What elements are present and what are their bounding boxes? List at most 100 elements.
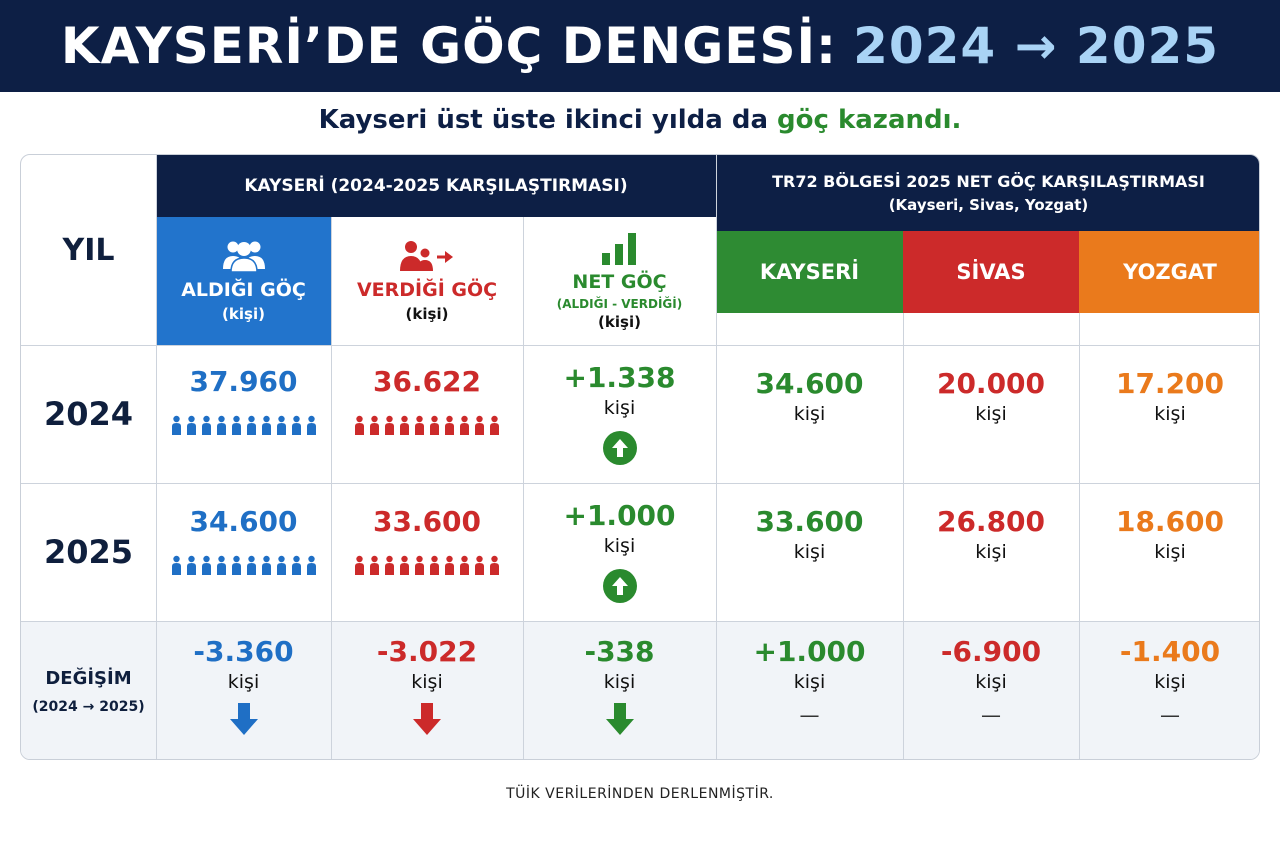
unit-yozgat-change: kişi (1154, 671, 1186, 693)
person-icon (355, 555, 364, 575)
cell-sivas-change: -6.900 kişi — (903, 635, 1079, 759)
region-group-header: TR72 BÖLGESİ 2025 NET GÖÇ KARŞILAŞTIRMAS… (716, 155, 1259, 231)
person-icon (246, 415, 256, 435)
value-sivas-change: -6.900 (940, 635, 1042, 668)
change-label-main: DEĞİŞİM (45, 667, 132, 689)
grid-line (523, 217, 524, 759)
person-icon (171, 555, 181, 575)
person-icon (186, 415, 196, 435)
grid-line (21, 483, 1259, 484)
person-icon (385, 555, 394, 575)
person-icon (306, 415, 316, 435)
title-main: KAYSERİ’DE GÖÇ DENGESİ: (60, 17, 838, 75)
change-row-label: DEĞİŞİM (2024 → 2025) (21, 621, 156, 759)
col-label-aldigi: ALDIĞI GÖÇ (181, 279, 306, 301)
cell-net-change: -338 kişi (523, 635, 716, 759)
change-label-sub: (2024 → 2025) (32, 698, 145, 715)
subtitle-highlight: göç kazandı. (777, 105, 962, 135)
unit-yozgat-2025: kişi (1154, 541, 1186, 563)
unit-kayseri-2024: kişi (793, 403, 826, 425)
person-icon (276, 415, 286, 435)
person-icon (475, 555, 484, 575)
value-sivas-2025: 26.800 (936, 505, 1046, 538)
down-arrow-icon (229, 703, 258, 735)
value-aldigi-change: -3.360 (193, 635, 294, 668)
person-icon (216, 415, 226, 435)
unit-sivas-change: kişi (975, 671, 1007, 693)
grid-line (331, 217, 332, 759)
people-row-blue (170, 415, 318, 435)
cell-aldigi-2025: 34.600 (156, 505, 331, 621)
change-row-background (21, 621, 1259, 759)
dash-yozgat: — (1160, 703, 1180, 727)
col-formula-net: (ALDIĞI - VERDİĞİ) (556, 297, 683, 311)
unit-net-change: kişi (603, 671, 636, 693)
col-header-net: NET GÖÇ (ALDIĞI - VERDİĞİ) (kişi) (523, 217, 716, 345)
person-icon (430, 415, 439, 435)
grid-line (716, 155, 717, 759)
value-verdigi-2024: 36.622 (372, 365, 482, 398)
region-header-yozgat: YOZGAT (1079, 231, 1259, 313)
unit-sivas-2024: kişi (975, 403, 1007, 425)
people-group-icon (222, 241, 265, 273)
title-highlight: 2024 → 2025 (853, 17, 1220, 75)
cell-kayseri-change: +1.000 kişi — (716, 635, 903, 759)
cell-verdigi-2025: 33.600 (331, 505, 523, 621)
person-icon (490, 555, 499, 575)
person-icon (460, 555, 469, 575)
grid-line (1079, 313, 1080, 759)
person-icon (261, 555, 271, 575)
person-icon (400, 415, 409, 435)
value-net-change: -338 (584, 635, 655, 668)
region-group-subtitle: (Kayseri, Sivas, Yozgat) (888, 196, 1089, 214)
page-title: KAYSERİ’DE GÖÇ DENGESİ: 2024 → 2025 (0, 0, 1280, 92)
col-label-net: NET GÖÇ (572, 271, 667, 293)
row-year-2024: 2024 (43, 395, 134, 433)
value-verdigi-2025: 33.600 (372, 505, 482, 538)
value-yozgat-2024: 17.200 (1115, 367, 1225, 400)
down-arrow-icon (605, 703, 634, 735)
person-icon (430, 555, 439, 575)
value-kayseri-2025: 33.600 (755, 505, 864, 538)
year-header: YIL (62, 232, 115, 268)
person-icon (261, 415, 271, 435)
grid-line (21, 621, 1259, 622)
source-footer: TÜİK VERİLERİNDEN DERLENMİŞTİR. (506, 786, 774, 802)
cell-yozgat-2025: 18.600 kişi (1079, 505, 1259, 621)
cell-verdigi-change: -3.022 kişi (331, 635, 523, 759)
cell-kayseri-2024: 34.600 kişi (716, 367, 903, 483)
cell-sivas-2024: 20.000 kişi (903, 367, 1079, 483)
people-row-red (353, 415, 501, 435)
person-icon (445, 555, 454, 575)
grid-line (903, 313, 904, 759)
cell-kayseri-2025: 33.600 kişi (716, 505, 903, 621)
down-arrow-icon (413, 703, 441, 735)
people-row-blue (170, 555, 318, 575)
cell-net-2024: +1.338 kişi (523, 361, 716, 483)
unit-sivas-2025: kişi (975, 541, 1007, 563)
unit-yozgat-2024: kişi (1154, 403, 1186, 425)
person-icon (415, 555, 424, 575)
person-icon (460, 415, 469, 435)
col-unit-aldigi: (kişi) (222, 305, 265, 323)
person-icon (291, 555, 301, 575)
value-net-2025: +1.000 (563, 499, 676, 532)
value-sivas-2024: 20.000 (936, 367, 1046, 400)
people-out-arrow-icon (400, 241, 453, 271)
unit-net-2025: kişi (603, 535, 636, 557)
col-unit-net: (kişi) (598, 313, 641, 331)
person-icon (490, 415, 499, 435)
up-arrow-icon (602, 569, 637, 603)
cell-aldigi-change: -3.360 kişi (156, 635, 331, 759)
unit-kayseri-2025: kişi (793, 541, 826, 563)
person-icon (475, 415, 484, 435)
page-subtitle: Kayseri üst üste ikinci yılda da göç kaz… (0, 98, 1280, 142)
bar-chart-icon (601, 233, 636, 265)
value-verdigi-change: -3.022 (376, 635, 478, 668)
value-yozgat-2025: 18.600 (1115, 505, 1225, 538)
person-icon (415, 415, 424, 435)
person-icon (445, 415, 454, 435)
kayseri-group-header: KAYSERİ (2024-2025 KARŞILAŞTIRMASI) (156, 155, 716, 217)
person-icon (201, 555, 211, 575)
up-arrow-icon (602, 431, 637, 465)
